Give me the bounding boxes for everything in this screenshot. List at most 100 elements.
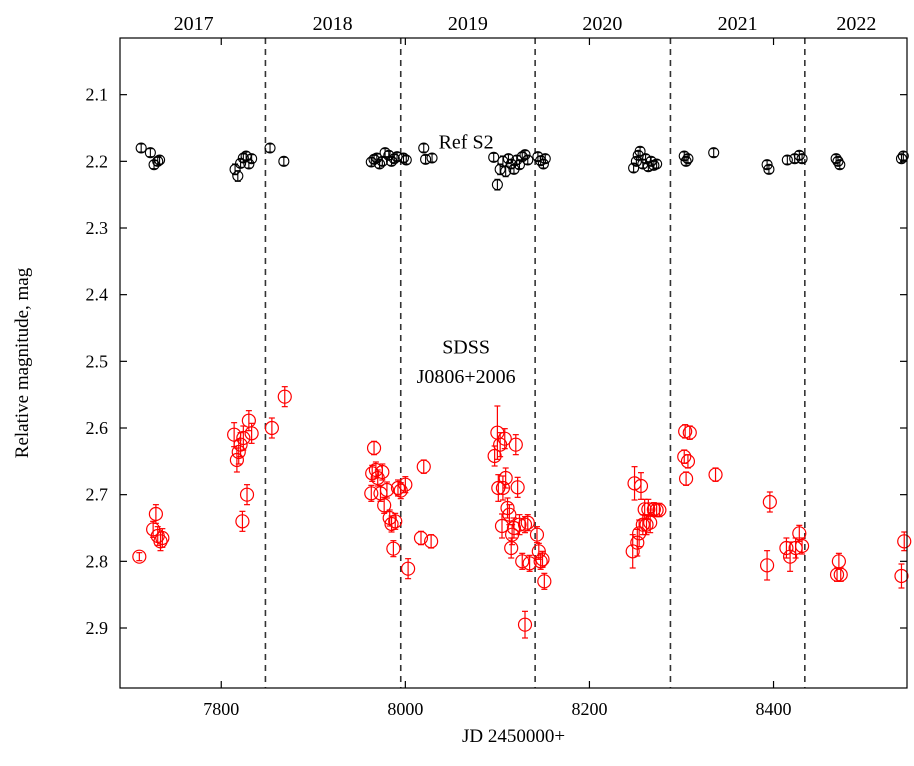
x-tick-label: 8200 [571,699,607,719]
ref-s2-point [497,155,509,167]
ref-s2-point [637,158,649,170]
ref-s2-point [229,163,241,175]
x-axis-title: JD 2450000+ [462,726,565,747]
error-bar [519,552,526,570]
sdss-point [678,471,694,486]
sdss-point [682,425,697,440]
error-bar [712,467,719,482]
error-bar [533,526,540,544]
ref-s2-point [144,147,156,159]
sdss-point [635,517,650,532]
error-bar [147,148,154,158]
ref-s2-point [388,153,400,165]
ref-s2-point [682,153,694,165]
error-bar [280,156,287,166]
sdss-point [762,494,777,510]
sdss-point [788,540,803,556]
y-tick-label: 2.5 [86,351,109,371]
ref-s2-point [240,150,252,162]
sdss-point [229,452,244,468]
ref-s2-point [379,147,391,159]
error-bar [490,152,497,162]
sdss-point [508,437,523,452]
sdss-point [244,426,259,441]
error-bar [494,178,501,191]
error-bar [898,563,905,589]
error-bar [138,143,145,153]
sdss-point [398,477,413,492]
ref-s2-point [793,149,805,161]
ref-s2-point [420,153,432,165]
ref-s2-point [634,145,646,157]
y-tick-label: 2.4 [86,285,109,305]
error-bar [526,554,533,572]
ref-s2-point [243,158,255,170]
y-tick-label: 2.1 [86,85,109,105]
sdss-point [515,554,530,569]
sdss-point [379,482,395,498]
sdss-point [708,467,723,482]
sdss-point [233,437,248,452]
error-bar [234,170,241,182]
axis-labels: JD 2450000+ Relative magnitude, mag Ref … [12,131,565,747]
sdss-point [364,486,379,501]
sdss-point [384,516,399,532]
ref-s2-point [834,159,846,171]
sdss-point [416,459,431,474]
ref-s2-point [628,162,640,174]
error-bars [136,143,908,639]
sdss-point [512,517,527,532]
data-markers [132,142,912,632]
sdss-point [487,448,502,464]
sdss-point [424,534,439,549]
sdss-point [365,466,380,481]
axis-ticks: 7800 8000 8200 8400 2.1 2.2 2.3 2.4 2.5 2.6 2.7 2.8… [86,13,907,719]
ref-s2-point [516,151,528,163]
y-tick-label: 2.8 [86,551,109,571]
error-bar [136,552,143,562]
error-bar [629,534,636,569]
sdss-point [368,462,383,478]
season-boundaries [264,38,806,688]
error-bar [371,440,378,456]
sdss-point [498,470,513,486]
sdss-point [386,541,401,556]
sdss-point [148,506,163,522]
ref-s2-point [383,149,395,161]
annotation-sdss: SDSS [442,337,490,359]
sdss-point [680,454,696,469]
sdss-point [639,517,654,532]
ref-s2-point [680,155,692,167]
sdss-point [502,507,517,522]
sdss-point [637,502,652,517]
sdss-point [779,540,794,556]
sdss-point [633,478,649,494]
y-tick-label: 2.2 [86,151,109,171]
sdss-point [529,527,545,542]
sdss-point [500,500,515,516]
ref-s2-point [152,155,164,167]
sdss-point [235,514,250,529]
ref-s2-point [154,154,166,166]
year-label-2018: 2018 [313,13,353,35]
sdss-point [535,552,550,567]
ref-s2-point [761,159,773,171]
sdss-point [510,480,525,495]
sdss-point [239,487,255,502]
sdss-point [236,430,251,446]
ref-s2-point [640,153,652,165]
ref-s2-point [371,152,383,164]
error-bar [390,540,397,558]
ref-s2-point [708,147,720,159]
sdss-point [494,518,510,534]
sdss-point [533,554,548,569]
sdss-point [491,480,506,496]
sdss-point [264,420,279,436]
ref-s2-point [264,142,276,154]
sdss-point [522,556,537,571]
ref-s2-point [763,163,775,175]
ref-s2-point [488,151,500,163]
ref-s2-point [537,158,549,170]
sdss-point [401,561,416,576]
